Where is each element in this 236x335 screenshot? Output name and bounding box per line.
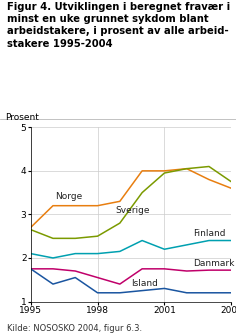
Text: Figur 4. Utviklingen i beregnet fravær i
minst en uke grunnet sykdom blant
arbei: Figur 4. Utviklingen i beregnet fravær i… [7, 2, 230, 49]
Text: Kilde: NOSOSKO 2004, figur 6.3.: Kilde: NOSOSKO 2004, figur 6.3. [7, 324, 142, 333]
Text: Norge: Norge [55, 192, 82, 201]
Text: Prosent: Prosent [5, 113, 39, 122]
Text: Sverige: Sverige [115, 206, 150, 215]
Text: Island: Island [131, 279, 158, 288]
Text: Danmark: Danmark [193, 259, 235, 268]
Text: Finland: Finland [193, 228, 226, 238]
